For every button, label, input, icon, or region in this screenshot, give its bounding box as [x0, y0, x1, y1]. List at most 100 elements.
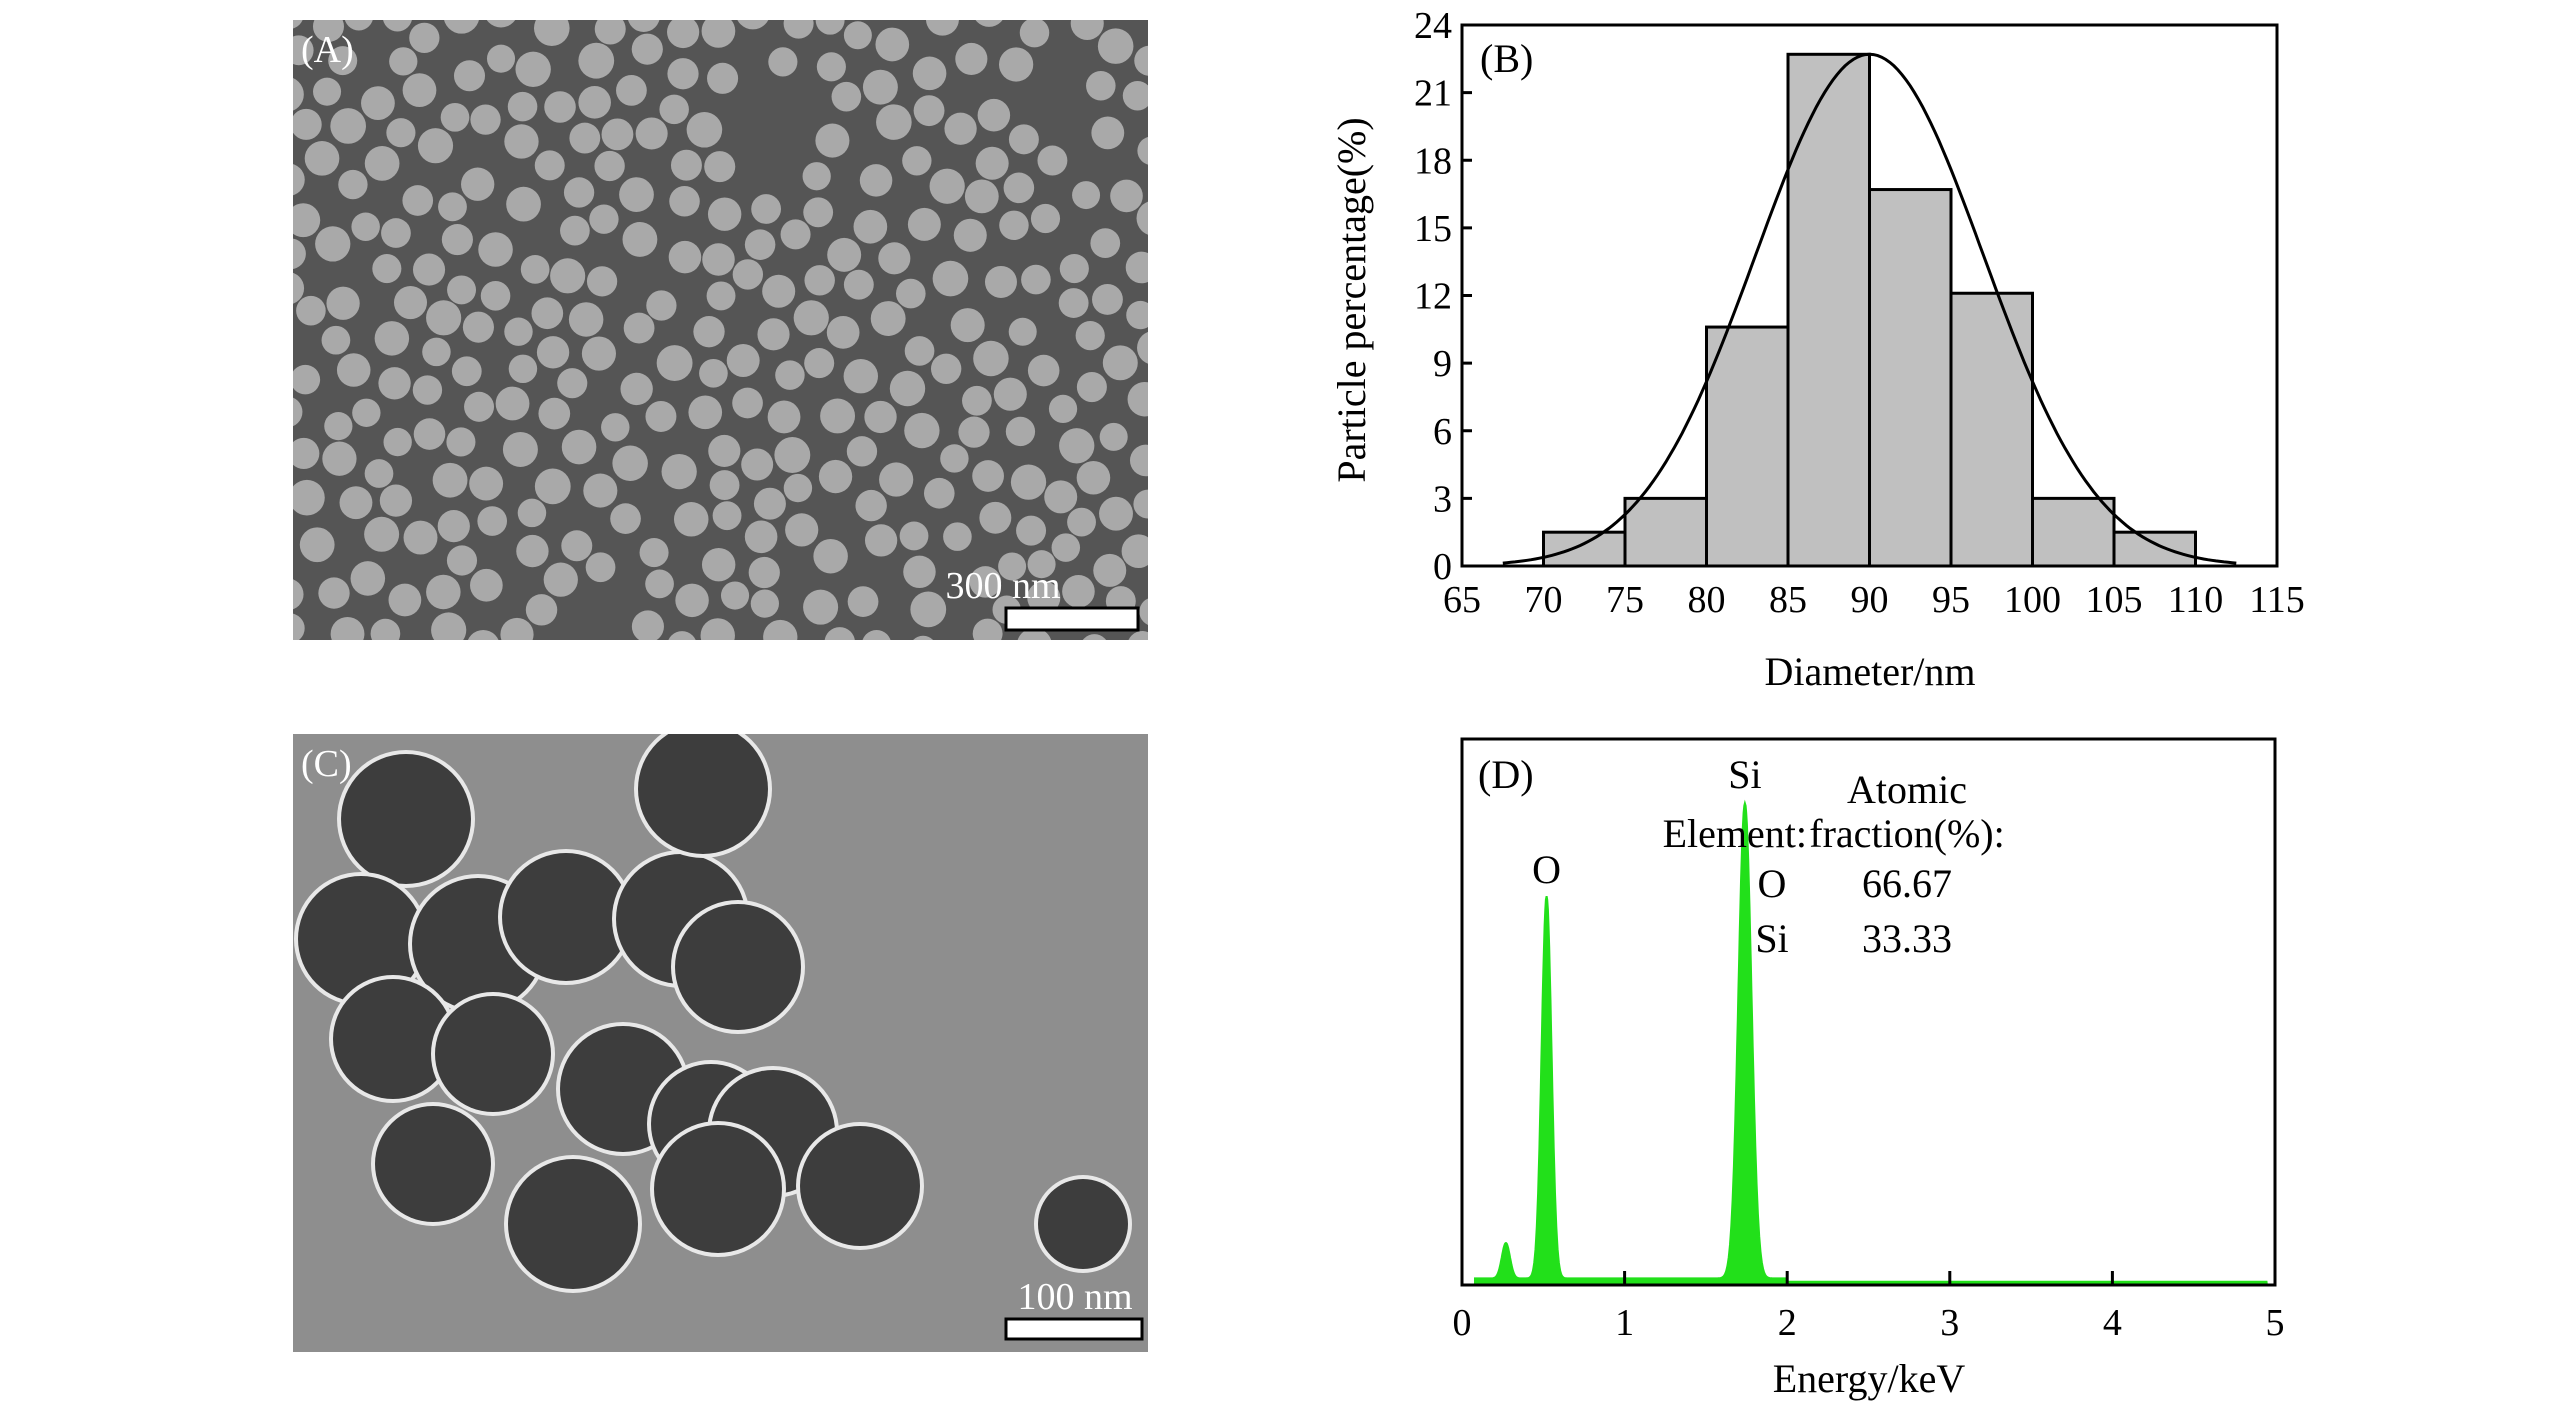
nanosphere [1076, 372, 1107, 403]
nanosphere [701, 20, 736, 48]
nanosphere [998, 47, 1034, 82]
nanosphere [667, 58, 699, 90]
nanosphere [412, 375, 443, 405]
table-header-atomic: Atomic [1847, 767, 1967, 812]
nanosphere [803, 197, 834, 228]
nanosphere [293, 238, 306, 269]
nanosphere [616, 75, 647, 106]
nanosphere [818, 459, 853, 494]
nanosphere [661, 453, 697, 490]
nanosphere [757, 318, 790, 351]
nanosphere [1027, 550, 1056, 579]
nanosphere [383, 427, 412, 457]
nanosphere [843, 21, 872, 50]
x-tick-label: 70 [1525, 579, 1563, 621]
x-tick-label: 2 [1778, 1302, 1797, 1344]
nanosphere [478, 232, 513, 267]
nanosphere [386, 118, 416, 148]
nanosphere [701, 547, 736, 582]
nanosphere [910, 591, 947, 628]
nanosphere [563, 177, 595, 208]
nanosphere [333, 979, 453, 1099]
nanosphere [437, 510, 470, 543]
nanosphere [688, 395, 723, 430]
nanosphere [620, 372, 653, 406]
nanosphere [403, 520, 438, 555]
nanosphere [859, 164, 893, 197]
nanosphere [389, 47, 418, 76]
nanosphere [813, 538, 848, 574]
nanosphere [1126, 300, 1148, 330]
nanosphere [1059, 428, 1095, 464]
nanosphere [984, 265, 1017, 298]
nanosphere [1048, 394, 1078, 424]
nanosphere [352, 398, 381, 427]
nanosphere [504, 317, 533, 346]
nanosphere [913, 95, 945, 127]
nanosphere [904, 412, 940, 449]
nanosphere [785, 513, 819, 547]
nanosphere [712, 501, 742, 531]
nanosphere [447, 275, 477, 305]
nanosphere [344, 20, 373, 31]
nanosphere [969, 566, 1002, 598]
nanosphere [875, 27, 910, 62]
nanosphere [578, 42, 615, 79]
nanosphere [321, 325, 351, 355]
nanosphere [293, 203, 321, 238]
nanosphere [520, 255, 550, 284]
nanosphere [783, 473, 813, 503]
x-tick-label: 4 [2103, 1302, 2122, 1344]
nanosphere [422, 337, 451, 367]
scale-bar-label-c: 100 nm [1017, 1276, 1132, 1318]
nanosphere [902, 146, 932, 176]
nanosphere [693, 316, 725, 348]
nanosphere [913, 635, 934, 640]
nanosphere [517, 498, 547, 528]
sem-spheres [293, 20, 1148, 640]
nanosphere [507, 91, 538, 122]
nanosphere [569, 122, 601, 154]
nanosphere [815, 20, 845, 35]
x-tick-label: 3 [1940, 1302, 1959, 1344]
nanosphere [1037, 145, 1068, 176]
nanosphere [328, 46, 358, 76]
nanosphere [783, 20, 814, 39]
nanosphere [364, 146, 400, 181]
nanosphere [1093, 553, 1127, 587]
nanosphere [508, 354, 538, 384]
nanosphere [561, 530, 593, 562]
nanosphere [631, 610, 664, 640]
nanosphere [889, 370, 926, 407]
y-tick-label: 9 [1433, 343, 1452, 385]
nanosphere [583, 473, 618, 508]
histogram-bar [1542, 530, 1627, 568]
nanosphere [815, 123, 850, 158]
nanosphere [646, 290, 677, 321]
histogram-bar [2112, 530, 2197, 568]
nanosphere [446, 427, 476, 457]
nanosphere [298, 876, 424, 1002]
table-header-element: Element: [1663, 811, 1807, 856]
nanosphere [470, 568, 503, 602]
nanosphere [668, 631, 696, 640]
nanosphere [702, 243, 735, 276]
nanosphere [793, 300, 829, 336]
nanosphere [1038, 1179, 1128, 1269]
nanosphere [659, 94, 689, 125]
nanosphere [451, 356, 482, 387]
nanosphere [1082, 634, 1107, 640]
nanosphere [706, 281, 736, 311]
nanosphere [293, 579, 304, 610]
nanosphere [477, 506, 508, 536]
nanosphere [534, 150, 565, 181]
nanosphere [751, 194, 782, 224]
nanosphere [932, 260, 969, 297]
nanosphere [804, 265, 835, 296]
histogram-bar [1623, 496, 1708, 568]
nanosphere [862, 629, 891, 640]
panel-label-d: (D) [1478, 752, 1534, 797]
nanosphere [670, 149, 702, 181]
nanosphere [461, 167, 495, 201]
nanosphere [1099, 496, 1133, 531]
